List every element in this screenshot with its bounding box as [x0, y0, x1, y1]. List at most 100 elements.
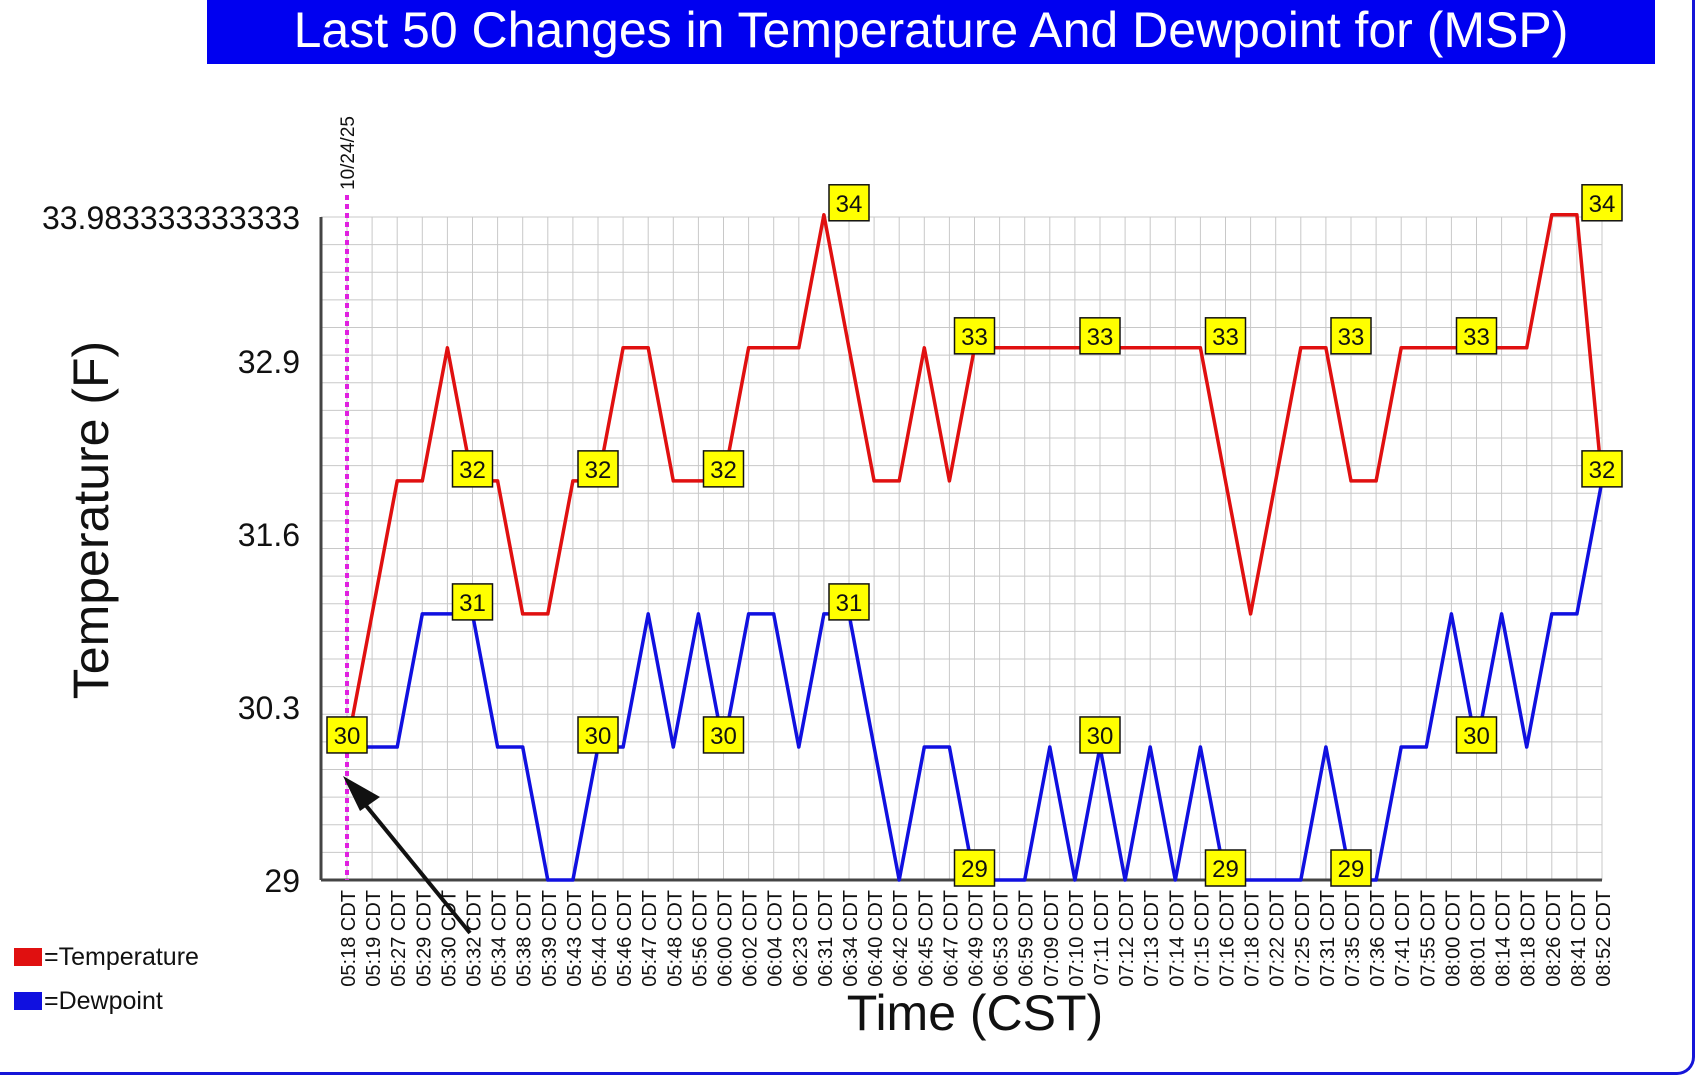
data-label-text: 30 [585, 723, 612, 750]
data-point-dewpoint [1249, 878, 1253, 882]
data-point-dewpoint [621, 745, 625, 749]
data-label-text: 32 [710, 457, 737, 484]
data-label-box [1204, 849, 1247, 887]
data-point-temperature [1148, 346, 1152, 350]
date-marker-label: 10/24/25 [338, 116, 359, 190]
data-point-dewpoint [696, 612, 700, 616]
data-label-dewpoint: 31 [828, 583, 870, 621]
data-point-dewpoint [922, 745, 926, 749]
x-tick-label: 06:59 CDT [1016, 890, 1038, 987]
data-label-box [451, 450, 494, 488]
x-tick-label: 07:55 CDT [1417, 890, 1439, 987]
data-label-text: 30 [1463, 723, 1490, 750]
x-tick-label: 05:39 CDT [539, 890, 561, 987]
data-point-temperature [370, 612, 374, 616]
y-tick-label: 32.9 [238, 344, 300, 380]
data-point-temperature [847, 346, 851, 350]
x-tick-label: 07:16 CDT [1217, 890, 1239, 987]
data-point-dewpoint [947, 745, 951, 749]
data-label-text: 33 [1338, 324, 1365, 351]
data-label-text: 30 [710, 723, 737, 750]
data-point-temperature [1274, 479, 1278, 483]
data-point-temperature [1224, 479, 1227, 483]
data-point-temperature [445, 346, 449, 350]
legend-label-temperature: =Temperature [44, 942, 199, 971]
data-label-box [1079, 317, 1121, 355]
data-point-dewpoint [1374, 878, 1378, 882]
x-tick-label: 07:35 CDT [1342, 890, 1364, 987]
data-point-dewpoint [1500, 612, 1504, 616]
x-tick-label: 05:30 CDT [438, 890, 460, 987]
x-tick-label: 08:14 CDT [1493, 890, 1515, 987]
data-label-box [953, 317, 996, 355]
data-point-temperature [420, 479, 424, 483]
x-tick-label: 05:18 CDT [338, 890, 360, 987]
x-tick-label: 05:43 CDT [564, 890, 586, 987]
x-tick-label: 06:31 CDT [815, 890, 837, 987]
data-point-temperature [998, 346, 1002, 350]
x-tick-label: 06:02 CDT [740, 890, 762, 987]
x-tick-label: 08:18 CDT [1518, 890, 1540, 987]
x-tick-label: 05:19 CDT [363, 890, 385, 987]
data-label-box [1204, 317, 1247, 355]
data-point-dewpoint [1324, 745, 1328, 749]
data-point-temperature [947, 479, 951, 483]
data-point-temperature [822, 213, 826, 217]
data-point-temperature [1424, 346, 1428, 350]
x-tick-label: 07:10 CDT [1066, 890, 1088, 987]
data-point-dewpoint [1023, 878, 1027, 882]
x-tick-label: 08:41 CDT [1568, 890, 1590, 987]
data-label-temperature: 32 [702, 450, 745, 488]
data-point-temperature [1198, 346, 1202, 350]
data-point-dewpoint [1148, 745, 1152, 749]
data-point-dewpoint [671, 745, 675, 749]
data-point-dewpoint [998, 878, 1002, 882]
x-tick-label: 05:29 CDT [413, 890, 435, 987]
data-label-temperature: 33 [1455, 317, 1498, 355]
y-axis-title: Temperature (F) [63, 341, 119, 699]
data-label-box [953, 849, 996, 887]
data-point-temperature [1550, 213, 1554, 217]
x-tick-label: 08:00 CDT [1442, 890, 1464, 987]
data-label-box [1330, 317, 1372, 355]
data-label-temperature: 32 [577, 450, 619, 488]
x-tick-label: 06:40 CDT [865, 890, 887, 987]
y-tick-label: 31.6 [238, 517, 300, 553]
data-point-dewpoint [546, 878, 550, 882]
data-label-dewpoint: 29 [953, 849, 996, 887]
data-label-text: 31 [459, 590, 486, 617]
data-label-text: 34 [836, 191, 863, 218]
data-label-text: 32 [585, 457, 612, 484]
data-point-temperature [1349, 479, 1353, 483]
data-point-temperature [571, 479, 575, 483]
data-point-dewpoint [496, 745, 500, 749]
data-point-dewpoint [1198, 745, 1202, 749]
x-tick-label: 05:32 CDT [464, 890, 486, 987]
data-label-text: 33 [961, 324, 988, 351]
data-point-dewpoint [445, 612, 449, 616]
data-point-temperature [646, 346, 650, 350]
x-tick-label: 06:49 CDT [966, 890, 988, 987]
data-label-temperature: 33 [1330, 317, 1372, 355]
data-label-dewpoint: 30 [1079, 716, 1121, 754]
x-tick-label: 07:14 CDT [1166, 890, 1188, 987]
data-point-temperature [872, 479, 876, 483]
x-tick-label: 06:23 CDT [790, 890, 812, 987]
x-tick-label: 07:09 CDT [1041, 890, 1063, 987]
data-point-dewpoint [1449, 612, 1453, 616]
data-label-box [1455, 716, 1498, 754]
data-point-dewpoint [822, 612, 826, 616]
data-label-temperature: 33 [1079, 317, 1121, 355]
x-tick-label: 05:48 CDT [664, 890, 686, 987]
data-point-temperature [546, 612, 550, 616]
data-label-text: 32 [1589, 457, 1616, 484]
data-point-temperature [1073, 346, 1077, 350]
date-marker: 10/24/25 [338, 116, 359, 880]
data-label-box [1455, 317, 1498, 355]
data-point-temperature [1299, 346, 1303, 350]
data-point-dewpoint [772, 612, 776, 616]
data-label-temperature: 34 [1581, 184, 1623, 222]
data-point-temperature [671, 479, 675, 483]
